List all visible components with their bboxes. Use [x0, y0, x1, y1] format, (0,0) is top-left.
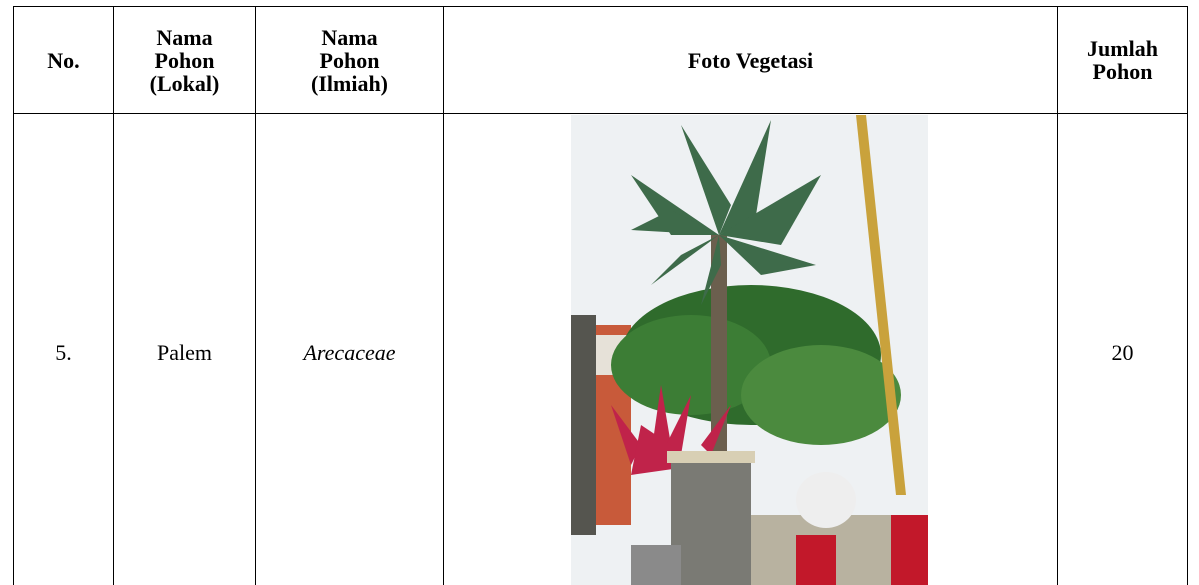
cell-text: Arecaceae: [303, 340, 396, 365]
header-text: Nama Pohon (Ilmiah): [311, 24, 388, 96]
header-text: Jumlah Pohon: [1087, 36, 1158, 84]
header-cell: Jumlah Pohon: [1057, 6, 1188, 114]
header-cell: Foto Vegetasi: [443, 6, 1058, 114]
header-text: Nama Pohon (Lokal): [149, 24, 220, 96]
cell-text: Palem: [157, 340, 212, 365]
header-cell: Nama Pohon (Lokal): [113, 6, 256, 114]
cell: 5.: [13, 113, 114, 585]
cell-text: 5.: [55, 340, 72, 365]
header-text: No.: [47, 47, 80, 73]
cell: Palem: [113, 113, 256, 585]
header-cell: No.: [13, 6, 114, 114]
vegetation-photo: [571, 115, 928, 585]
cell: 20: [1057, 113, 1188, 585]
header-cell: Nama Pohon (Ilmiah): [255, 6, 444, 114]
header-text: Foto Vegetasi: [687, 47, 814, 73]
cell: Arecaceae: [255, 113, 444, 585]
cell-text: 20: [1111, 340, 1134, 365]
